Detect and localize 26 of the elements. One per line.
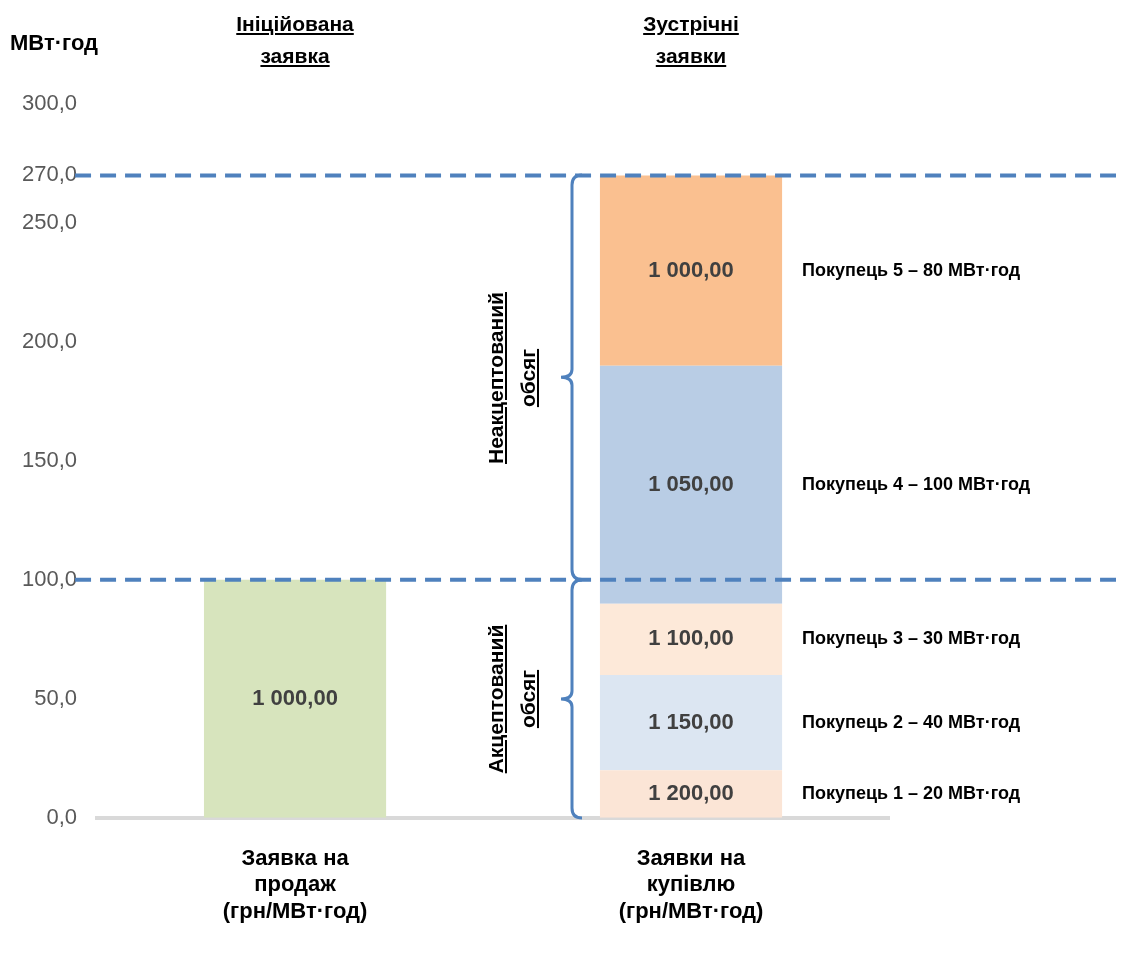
y-tick-label: 300,0 xyxy=(21,90,78,116)
annotation: 1 100,00 xyxy=(648,625,734,651)
annotation: 1 150,00 xyxy=(648,708,734,734)
annotation: Неакцептований обсяг xyxy=(482,290,540,466)
series-label: Покупець 3 – 30 МВт·год xyxy=(802,628,1021,649)
y-tick-label: 250,0 xyxy=(21,209,78,235)
y-tick-label: 150,0 xyxy=(21,446,78,472)
series-label: Покупець 4 – 100 МВт·год xyxy=(802,473,1031,494)
y-tick-label: 200,0 xyxy=(21,328,78,353)
annotation: 1 000,00 xyxy=(648,256,734,282)
annotation: Акцептований обсяг xyxy=(482,623,540,776)
series-label: Покупець 1 – 20 МВт·год xyxy=(802,782,1021,803)
x-tick-label: Заявка на продаж (грн/МВт·год) xyxy=(222,845,368,923)
text: Ініційована заявка xyxy=(235,11,355,69)
text: Зустрічні заявки xyxy=(642,11,740,69)
y-tick-label: 270,0 xyxy=(21,161,78,187)
annotation: 1 200,00 xyxy=(648,780,734,806)
annotation: 1 050,00 xyxy=(648,470,734,496)
y-axis-title: МВт·год xyxy=(10,30,99,56)
y-tick-label: 0,0 xyxy=(46,803,78,829)
series-label: Покупець 2 – 40 МВт·год xyxy=(802,711,1021,732)
y-tick-label: 50,0 xyxy=(34,684,78,710)
series-label: Покупець 5 – 80 МВт·год xyxy=(802,259,1021,280)
x-tick-label: Заявки на купівлю (грн/МВт·год) xyxy=(618,845,764,923)
annotation: 1 000,00 xyxy=(252,684,338,710)
y-tick-label: 100,0 xyxy=(21,565,78,591)
